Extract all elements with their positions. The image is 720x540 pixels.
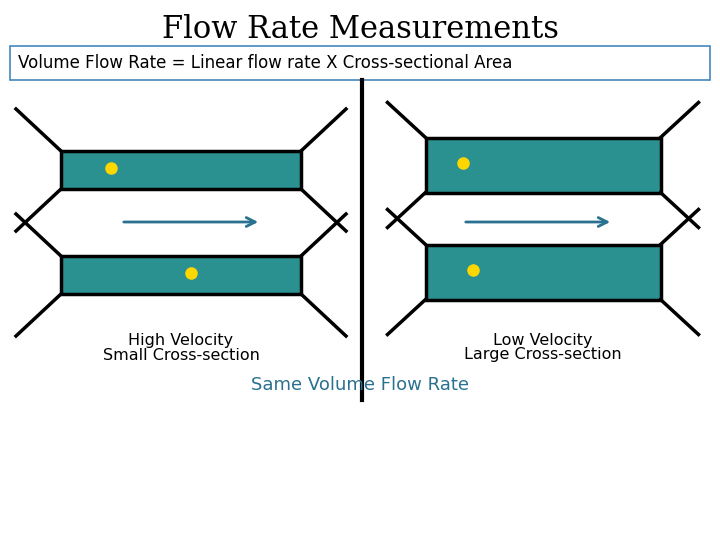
Text: Flow Rate Measurements: Flow Rate Measurements	[161, 15, 559, 45]
Bar	[10, 46, 710, 80]
Bar	[61, 151, 301, 189]
Text: Same Volume Flow Rate: Same Volume Flow Rate	[251, 376, 469, 394]
Text: Large Cross-section: Large Cross-section	[464, 348, 622, 362]
Text: High Velocity: High Velocity	[128, 333, 233, 348]
Bar	[426, 245, 660, 300]
Bar	[61, 256, 301, 294]
Text: Low Velocity: Low Velocity	[493, 333, 593, 348]
Text: Volume Flow Rate = Linear flow rate X Cross-sectional Area: Volume Flow Rate = Linear flow rate X Cr…	[18, 54, 513, 72]
Bar	[426, 138, 660, 192]
Text: Small Cross-section: Small Cross-section	[102, 348, 259, 362]
